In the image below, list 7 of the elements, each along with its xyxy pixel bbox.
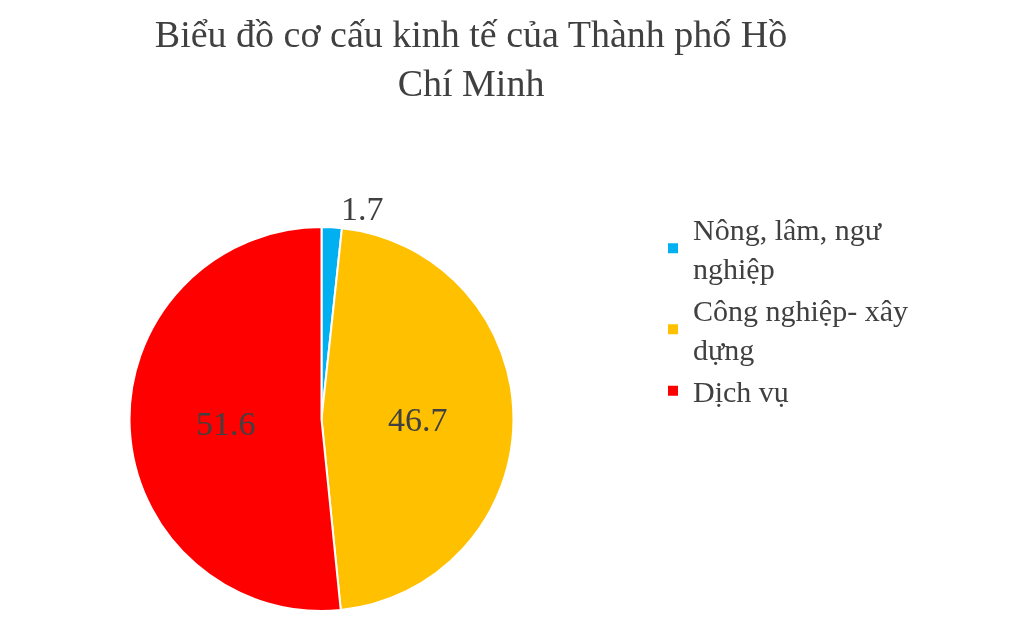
data-label: 46.7	[387, 400, 448, 438]
data-label: 1.7	[341, 190, 384, 228]
chart-title: Biểu đồ cơ cấu kinh tế của Thành phố Hồ Chí Minh	[154, 12, 788, 104]
legend-label: Nông, lâm, ngư nghiệp	[693, 213, 883, 286]
legend-label: Công nghiệp- xây dựng	[693, 294, 908, 367]
legend-label: Dịch vụ	[693, 375, 789, 409]
data-label: 51.6	[195, 405, 256, 443]
